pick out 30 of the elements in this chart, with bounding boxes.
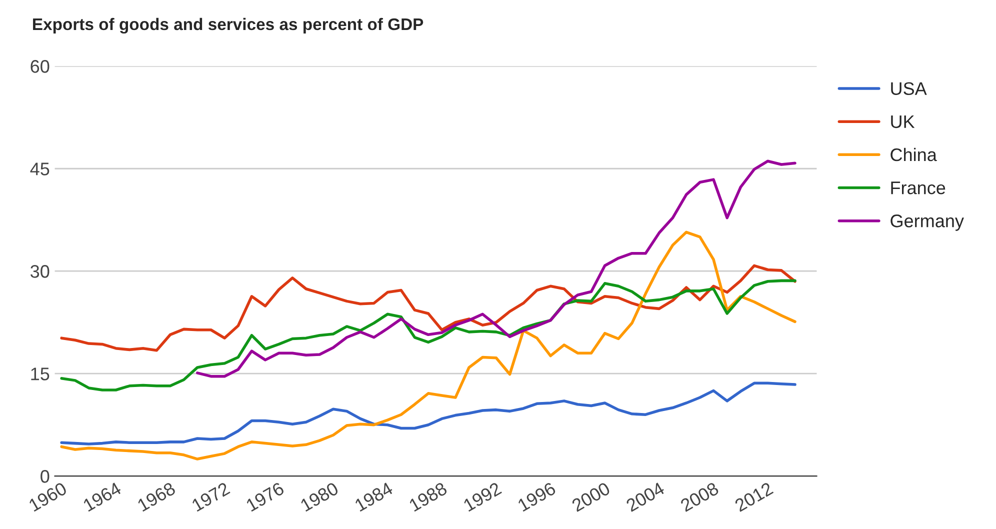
line-series: [196, 160, 796, 378]
x-tick-label: 1964: [82, 482, 122, 512]
x-tick-label: 2000: [571, 482, 611, 512]
y-tick-label: 45: [30, 162, 50, 176]
x-tick-label: 2008: [680, 482, 720, 512]
y-tick-label: 0: [40, 470, 50, 483]
x-tick-label: 1972: [191, 482, 230, 512]
line-series: [60, 382, 796, 446]
x-tick-label: 2012: [734, 482, 774, 512]
x-tick-label: 1968: [136, 482, 176, 512]
x-tick-label: 2004: [625, 482, 666, 512]
x-tick-label: 1996: [517, 482, 556, 512]
x-tick-label: 1992: [462, 482, 502, 512]
x-tick-label: 1980: [300, 482, 340, 512]
x-tick-label: 1984: [354, 482, 394, 512]
x-tick-label: 1988: [408, 482, 448, 512]
line-series: [60, 230, 796, 460]
legend-label: China: [890, 148, 937, 162]
line-series: [60, 264, 796, 352]
chart-title: Exports of goods and services as percent of GDP: [33, 18, 424, 34]
legend-label: USA: [891, 82, 927, 96]
legend-label: UK: [891, 115, 915, 128]
y-tick-label: 30: [30, 265, 50, 278]
x-tick-label: 1976: [246, 482, 285, 512]
y-tick-label: 15: [31, 368, 50, 380]
x-tick-label: 1960: [28, 482, 68, 512]
legend-label: Germany: [890, 214, 964, 231]
line-series: [60, 279, 796, 392]
y-tick-label: 60: [30, 60, 50, 73]
legend-label: France: [891, 182, 946, 194]
